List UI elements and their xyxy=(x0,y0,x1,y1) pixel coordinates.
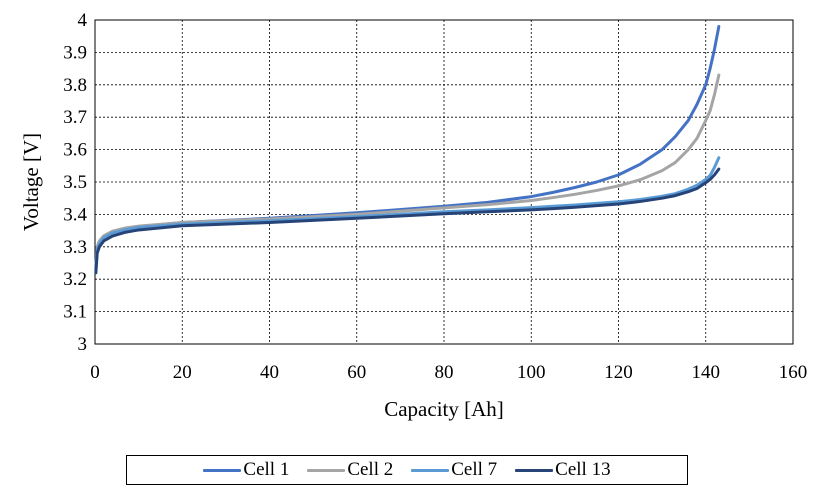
y-tick-label: 3 xyxy=(78,334,88,355)
y-tick-label: 3.9 xyxy=(63,42,87,63)
legend-swatch-cell-7 xyxy=(411,468,450,472)
x-tick-label: 20 xyxy=(173,362,192,383)
series-lines xyxy=(94,24,721,275)
legend-label-cell-13: Cell 13 xyxy=(555,459,611,480)
legend-item-cell-1: Cell 1 xyxy=(203,459,289,481)
legend-item-cell-13: Cell 13 xyxy=(515,459,611,481)
x-tick-label: 140 xyxy=(692,362,721,383)
x-tick-label: 80 xyxy=(435,362,454,383)
series-line-cell-7 xyxy=(94,156,721,268)
series-line-cell-13 xyxy=(94,167,721,275)
x-tick-label: 160 xyxy=(779,362,808,383)
y-tick-label: 4 xyxy=(78,10,88,31)
y-tick-label: 3.2 xyxy=(63,269,87,290)
legend-swatch-cell-1 xyxy=(203,468,242,472)
y-tick-label: 3.1 xyxy=(63,302,87,323)
line-chart: 0 20 40 60 80 100 120 140 160 3 3.1 3.2 3.3 3.4 3.5 3.… xyxy=(19,10,807,421)
series-line-cell-2 xyxy=(94,73,721,268)
gridlines xyxy=(95,20,793,344)
x-tick-label: 100 xyxy=(517,362,546,383)
y-tick-labels: 3 3.1 3.2 3.3 3.4 3.5 3.6 3.7 3.8 3.9 4 xyxy=(63,10,87,355)
legend-label-cell-1: Cell 1 xyxy=(243,459,290,480)
y-tick-label: 3.8 xyxy=(63,75,87,96)
legend-item-cell-2: Cell 2 xyxy=(307,459,393,481)
legend-label-cell-2: Cell 2 xyxy=(347,459,394,480)
plot-area-border xyxy=(94,19,794,345)
legend-swatch-cell-2 xyxy=(307,468,346,472)
y-axis-label: Voltage [V] xyxy=(19,133,43,231)
legend-item-cell-7: Cell 7 xyxy=(411,459,497,481)
y-tick-label: 3.7 xyxy=(63,107,87,128)
series-line-cell-1 xyxy=(94,24,721,271)
x-tick-label: 60 xyxy=(347,362,366,383)
y-tick-label: 3.5 xyxy=(63,172,87,193)
y-tick-label: 3.6 xyxy=(63,140,87,161)
legend-swatch-cell-13 xyxy=(515,468,554,472)
y-tick-label: 3.4 xyxy=(63,204,87,225)
x-tick-label: 40 xyxy=(260,362,279,383)
x-axis-label: Capacity [Ah] xyxy=(384,397,504,421)
y-tick-label: 3.3 xyxy=(63,237,87,258)
x-tick-labels: 0 20 40 60 80 100 120 140 160 xyxy=(90,362,807,383)
legend: Cell 1 Cell 2 Cell 7 Cell 13 xyxy=(126,455,688,485)
x-tick-label: 120 xyxy=(604,362,633,383)
legend-label-cell-7: Cell 7 xyxy=(451,459,498,480)
x-tick-label: 0 xyxy=(90,362,100,383)
